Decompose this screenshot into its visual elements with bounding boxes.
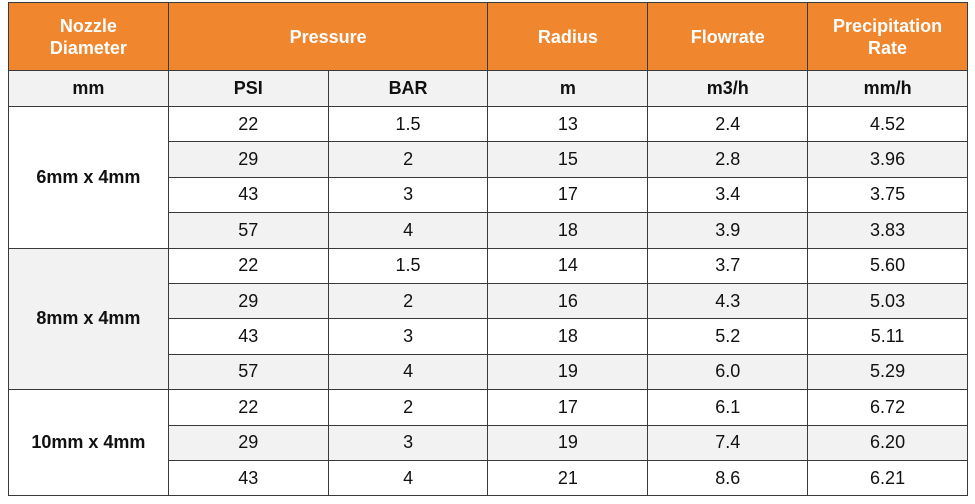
header-text: Flowrate (690, 26, 765, 47)
value-cell: 29 (167, 282, 329, 320)
value-cell: 17 (487, 389, 649, 426)
unit-cell: m3/h (647, 70, 809, 107)
value-cell: 2 (327, 141, 489, 178)
value-cell: 3.9 (647, 212, 809, 249)
value-cell: 19 (487, 424, 649, 461)
spec-table: Nozzle Diameter Pressure Radius Flowrate… (8, 2, 968, 497)
value-cell: 16 (487, 282, 649, 320)
value-cell: 18 (487, 212, 649, 249)
table-body: mm PSI BAR m m3/h mm/h 6mm x 4mm 22 1.5 13 2.4 4.52… (8, 70, 968, 497)
unit-cell: m (487, 70, 649, 107)
unit-cell: mm/h (807, 70, 968, 107)
value-cell: 17 (487, 176, 649, 214)
value-cell: 6.1 (647, 389, 809, 426)
value-cell: 5.03 (807, 282, 968, 320)
value-cell: 15 (487, 141, 649, 178)
value-cell: 6.21 (807, 459, 968, 497)
value-cell: 4 (327, 459, 489, 497)
value-cell: 43 (167, 318, 329, 355)
value-cell: 3.96 (807, 141, 968, 178)
value-cell: 6.72 (807, 389, 968, 426)
value-cell: 6.20 (807, 424, 968, 461)
data-row: 57 4 19 6.0 5.29 (9, 353, 968, 391)
value-cell: 6.0 (647, 353, 809, 391)
data-row: 57 4 18 3.9 3.83 (9, 212, 968, 249)
value-cell: 21 (487, 459, 649, 497)
unit-cell: mm (8, 70, 169, 107)
nozzle-cell: 8mm x 4mm (8, 247, 169, 391)
header-cell: Nozzle Diameter (8, 2, 169, 71)
value-cell: 57 (167, 212, 329, 249)
unit-cell: PSI (167, 70, 329, 107)
value-cell: 8.6 (647, 459, 809, 497)
units-row: mm PSI BAR m m3/h mm/h (8, 70, 968, 107)
value-cell: 2.4 (647, 105, 809, 143)
value-cell: 5.60 (807, 247, 968, 284)
value-cell: 4.3 (647, 282, 809, 320)
header-text: Pressure (289, 26, 367, 47)
value-cell: 4.52 (807, 105, 968, 143)
value-cell: 3.83 (807, 212, 968, 249)
value-cell: 3 (327, 318, 489, 355)
value-cell: 3.75 (807, 176, 968, 214)
value-cell: 3.7 (647, 247, 809, 284)
value-cell: 3.4 (647, 176, 809, 214)
value-cell: 43 (167, 459, 329, 497)
value-cell: 19 (487, 353, 649, 391)
value-cell: 5.2 (647, 318, 809, 355)
value-cell: 29 (167, 424, 329, 461)
header-cell: Precipitation Rate (807, 2, 968, 71)
value-cell: 5.29 (807, 353, 968, 391)
value-cell: 2 (327, 282, 489, 320)
header-text: Radius (537, 26, 598, 47)
data-row: 43 3 18 5.2 5.11 (9, 318, 968, 355)
value-cell: 13 (487, 105, 649, 143)
value-cell: 22 (167, 389, 329, 426)
value-cell: 3 (327, 424, 489, 461)
value-cell: 14 (487, 247, 649, 284)
data-row: 6mm x 4mm 22 1.5 13 2.4 4.52 (8, 105, 968, 249)
header-text: Nozzle Diameter (49, 15, 127, 58)
header-row: Nozzle Diameter Pressure Radius Flowrate… (8, 2, 968, 71)
header-text: Precipitation Rate (833, 15, 943, 58)
data-row: 29 2 15 2.8 3.96 (9, 141, 968, 178)
value-cell: 1.5 (327, 105, 489, 143)
value-cell: 43 (167, 176, 329, 214)
data-row: 43 4 21 8.6 6.21 (9, 459, 968, 497)
value-cell: 57 (167, 353, 329, 391)
value-cell: 18 (487, 318, 649, 355)
value-cell: 2.8 (647, 141, 809, 178)
header-cell: Radius (487, 2, 649, 71)
data-row: 29 2 16 4.3 5.03 (9, 282, 968, 320)
value-cell: 22 (167, 247, 329, 284)
value-cell: 22 (167, 105, 329, 143)
nozzle-cell: 10mm x 4mm (8, 389, 169, 497)
data-row: 10mm x 4mm 22 2 17 6.1 6.72 (8, 389, 968, 497)
data-row: 29 3 19 7.4 6.20 (9, 424, 968, 461)
unit-cell: BAR (327, 70, 489, 107)
value-cell: 3 (327, 176, 489, 214)
header-cell: Pressure (167, 2, 489, 71)
nozzle-cell: 6mm x 4mm (8, 106, 169, 249)
value-cell: 29 (167, 141, 329, 178)
value-cell: 2 (327, 389, 489, 426)
value-cell: 1.5 (327, 247, 489, 284)
value-cell: 5.11 (807, 318, 968, 355)
data-row: 8mm x 4mm 22 1.5 14 3.7 5.60 (8, 247, 968, 391)
value-cell: 4 (327, 212, 489, 249)
value-cell: 4 (327, 353, 489, 391)
header-cell: Flowrate (647, 2, 809, 71)
value-cell: 7.4 (647, 424, 809, 461)
